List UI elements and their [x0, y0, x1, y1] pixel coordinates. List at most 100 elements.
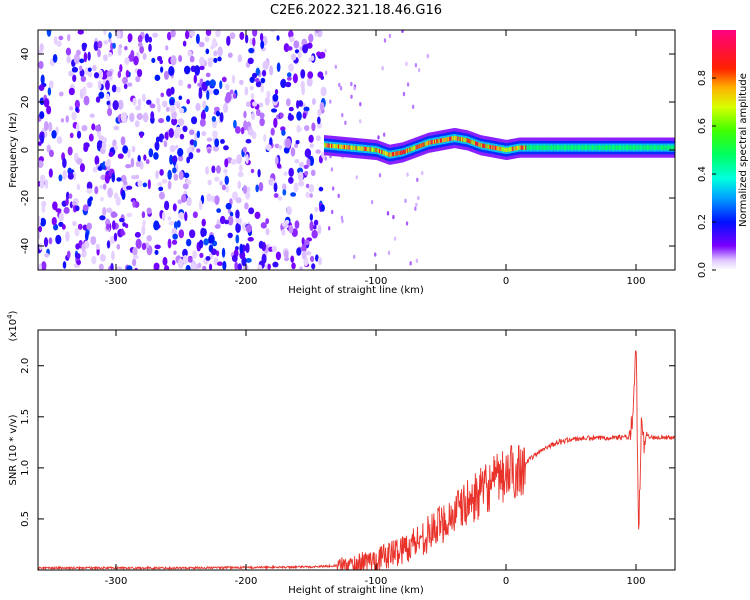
- spectrogram-noise-cell: [205, 80, 211, 86]
- spectrogram-noise-cell: [219, 180, 223, 186]
- spectrogram-noise-cell: [151, 57, 156, 64]
- spectrogram-noise-cell: [194, 65, 201, 75]
- spectrogram-noise-cell: [415, 258, 419, 264]
- spectrogram-noise-cell: [72, 74, 77, 82]
- spectrogram-noise-cell: [68, 87, 75, 96]
- spectrogram-noise-cell: [202, 265, 207, 270]
- spectrogram-noise-cell: [81, 124, 88, 132]
- spectrogram-carrier-cell: [559, 145, 561, 150]
- spectrogram-noise-cell: [309, 213, 314, 221]
- spectrogram-noise-cell: [224, 158, 229, 168]
- spectrogram-noise-cell: [178, 229, 185, 239]
- spectrogram-noise-cell: [86, 188, 93, 194]
- spectrogram-noise-cell: [276, 163, 282, 169]
- spectrogram-carrier-cell: [579, 145, 581, 150]
- spectrogram-noise-cell: [237, 180, 242, 190]
- spectrogram-carrier-cell: [499, 146, 501, 151]
- spectrogram-noise-cell: [38, 215, 42, 226]
- spectrogram-carrier-cell: [486, 144, 489, 149]
- spectrogram-y-ticks: -40 -20 0 20 40: [20, 48, 675, 254]
- spectrogram-noise-cell: [250, 92, 255, 100]
- spectrogram-noise-cell: [75, 253, 81, 260]
- spectrogram-carrier-cell: [665, 145, 668, 150]
- spectrogram-carrier-cell: [607, 145, 609, 150]
- spectrogram-noise-cell: [117, 47, 122, 56]
- spectrogram-noise-cell: [211, 116, 217, 122]
- spectrogram-noise-cell: [231, 191, 239, 201]
- spectrogram-noise-cell: [288, 224, 294, 234]
- spectrogram-carrier-cell: [381, 149, 383, 155]
- spectrogram-noise-cell: [177, 155, 184, 162]
- spectrogram-noise-cell: [63, 207, 70, 214]
- spectrogram-noise-cell: [163, 200, 170, 211]
- spectrogram-noise-cell: [132, 199, 136, 208]
- spectrogram-noise-cell: [130, 157, 135, 168]
- spectrogram-carrier-cell: [382, 150, 384, 155]
- spectrogram-carrier-cell: [327, 143, 329, 148]
- colorbar-gradient: [712, 30, 736, 270]
- spectrogram-noise-cell: [111, 172, 116, 183]
- spectrogram-noise-cell: [280, 79, 287, 89]
- spectrogram-noise-cell: [95, 243, 100, 250]
- spectrogram-noise-cell: [243, 110, 247, 119]
- spectrogram-y-tick-label: 0: [20, 147, 31, 153]
- spectrogram-noise-cell: [124, 45, 128, 51]
- spectrogram-carrier-cell: [439, 138, 442, 143]
- spectrogram-noise-cell: [319, 102, 325, 112]
- snr-x-tick-label: -200: [235, 576, 258, 587]
- spectrogram-noise-cell: [230, 158, 237, 165]
- spectrogram-noise-cell: [142, 219, 146, 227]
- spectrogram-carrier-cell: [631, 145, 634, 150]
- snr-y-tick-label: 1.0: [20, 460, 31, 476]
- spectrogram-noise-cell: [167, 169, 172, 180]
- spectrogram-carrier-cell: [393, 151, 395, 157]
- spectrogram-noise-cell: [402, 91, 406, 97]
- spectrogram-noise-cell: [146, 207, 152, 215]
- spectrogram-carrier-cell: [463, 137, 465, 142]
- snr-x-axis-label: Height of straight line (km): [288, 585, 424, 596]
- spectrogram-noise-cell: [355, 175, 358, 180]
- spectrogram-carrier-cell: [533, 145, 535, 150]
- spectrogram-carrier-cell: [466, 138, 469, 143]
- spectrogram-noise-cell: [152, 32, 159, 38]
- spectrogram-carrier-cell: [438, 138, 441, 143]
- spectrogram-noise-cell: [137, 41, 143, 48]
- spectrogram-carrier-cell: [506, 147, 508, 153]
- spectrogram-noise-cell: [80, 76, 87, 83]
- spectrogram-carrier-cell: [643, 145, 645, 150]
- spectrogram-noise-cell: [305, 191, 310, 198]
- spectrogram-noise-cell: [270, 108, 278, 113]
- spectrogram-noise-cell: [216, 208, 222, 213]
- spectrogram-noise-cell: [239, 31, 245, 40]
- spectrogram-noise-cell: [69, 132, 74, 139]
- spectrogram-carrier-cell: [352, 145, 354, 150]
- spectrogram-noise-cell: [283, 171, 288, 176]
- spectrogram-carrier-cell: [428, 140, 430, 145]
- spectrogram-noise-cell: [222, 103, 229, 114]
- spectrogram-x-tick-label: -200: [235, 276, 258, 287]
- spectrogram-noise-cell: [97, 165, 103, 171]
- spectrogram-noise-cell: [370, 199, 374, 205]
- spectrogram-noise-cell: [264, 96, 270, 106]
- spectrogram-noise-cell: [149, 103, 156, 109]
- spectrogram-carrier-cell: [432, 139, 435, 145]
- spectrogram-carrier-cell: [610, 145, 613, 150]
- spectrogram-noise-cell: [55, 208, 62, 213]
- spectrogram-carrier-cell: [374, 147, 376, 153]
- spectrogram-noise-cell: [165, 115, 171, 122]
- spectrogram-noise-cell: [60, 118, 65, 123]
- spectrogram-noise-cell: [386, 211, 390, 216]
- spectrogram-noise-cell: [200, 227, 206, 238]
- spectrogram-noise-cell: [245, 224, 253, 233]
- snr-y-scale-prefix: (x10: [8, 319, 19, 342]
- spectrogram-carrier-cell: [328, 143, 331, 148]
- spectrogram-carrier-cell: [403, 149, 406, 154]
- spectrogram-noise-cell: [122, 76, 128, 85]
- spectrogram-noise-cell: [257, 169, 261, 178]
- spectrogram-noise-cell: [344, 120, 347, 125]
- spectrogram-carrier-cell: [658, 145, 661, 150]
- spectrogram-noise-cell: [126, 265, 133, 270]
- spectrogram-noise-cell: [91, 123, 96, 131]
- spectrogram-noise-cell: [327, 226, 331, 231]
